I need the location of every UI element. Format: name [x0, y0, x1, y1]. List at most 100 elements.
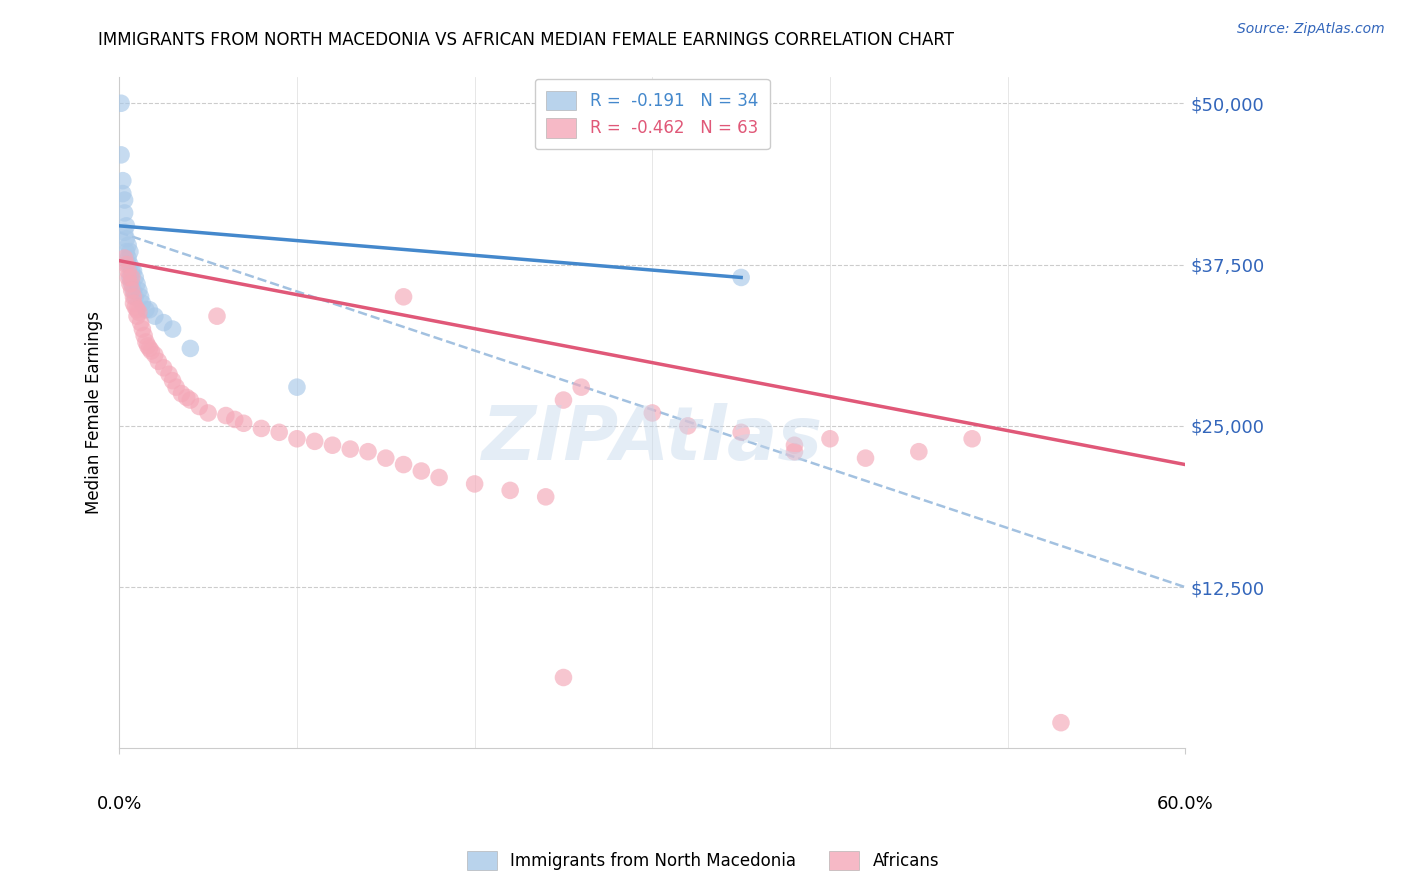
Point	[427, 470, 450, 484]
Point	[122, 296, 145, 310]
Point	[783, 444, 806, 458]
Point	[122, 264, 145, 278]
Point	[114, 193, 136, 207]
Point	[232, 417, 254, 431]
Point	[215, 409, 238, 423]
Point	[117, 258, 139, 272]
Point	[569, 380, 592, 394]
Point	[179, 392, 201, 407]
Point	[115, 219, 138, 233]
Point	[152, 316, 174, 330]
Point	[135, 334, 157, 349]
Point	[121, 277, 143, 291]
Point	[339, 442, 361, 456]
Point	[392, 458, 415, 472]
Point	[115, 258, 138, 272]
Point	[114, 225, 136, 239]
Point	[128, 284, 150, 298]
Point	[285, 432, 308, 446]
Point	[117, 238, 139, 252]
Point	[141, 344, 163, 359]
Point	[553, 671, 575, 685]
Point	[117, 251, 139, 265]
Point	[1050, 715, 1073, 730]
Point	[534, 490, 557, 504]
Point	[197, 406, 219, 420]
Point	[148, 354, 170, 368]
Point	[121, 284, 143, 298]
Point	[117, 264, 139, 278]
Point	[170, 386, 193, 401]
Point	[110, 148, 132, 162]
Point	[115, 232, 138, 246]
Text: IMMIGRANTS FROM NORTH MACEDONIA VS AFRICAN MEDIAN FEMALE EARNINGS CORRELATION CH: IMMIGRANTS FROM NORTH MACEDONIA VS AFRIC…	[98, 31, 955, 49]
Point	[118, 258, 141, 272]
Legend: R =  -0.191   N = 34, R =  -0.462   N = 63: R = -0.191 N = 34, R = -0.462 N = 63	[534, 79, 770, 149]
Point	[676, 418, 699, 433]
Point	[111, 186, 134, 201]
Point	[162, 374, 184, 388]
Point	[188, 400, 211, 414]
Point	[131, 322, 153, 336]
Point	[250, 421, 273, 435]
Point	[143, 348, 166, 362]
Point	[499, 483, 522, 498]
Point	[117, 270, 139, 285]
Point	[157, 368, 180, 382]
Point	[134, 328, 156, 343]
Point	[165, 380, 187, 394]
Point	[118, 244, 141, 259]
Point	[121, 270, 143, 285]
Point	[357, 444, 380, 458]
Point	[179, 342, 201, 356]
Point	[374, 451, 396, 466]
Point	[136, 339, 159, 353]
Point	[143, 309, 166, 323]
Point	[118, 270, 141, 285]
Point	[125, 302, 148, 317]
Point	[110, 96, 132, 111]
Point	[124, 270, 146, 285]
Point	[269, 425, 291, 440]
Point	[114, 251, 136, 265]
Point	[129, 290, 152, 304]
Point	[176, 391, 198, 405]
Point	[121, 264, 143, 278]
Point	[111, 174, 134, 188]
Point	[464, 477, 486, 491]
Point	[118, 277, 141, 291]
Point	[205, 309, 228, 323]
Point	[125, 309, 148, 323]
Point	[783, 438, 806, 452]
Point	[304, 434, 326, 449]
Point	[411, 464, 433, 478]
Text: 60.0%: 60.0%	[1157, 796, 1213, 814]
Point	[128, 305, 150, 319]
Y-axis label: Median Female Earnings: Median Female Earnings	[86, 311, 103, 515]
Point	[730, 270, 752, 285]
Point	[138, 342, 160, 356]
Point	[114, 206, 136, 220]
Point	[115, 244, 138, 259]
Point	[553, 392, 575, 407]
Text: ZIPAtlas: ZIPAtlas	[482, 403, 823, 476]
Point	[730, 425, 752, 440]
Point	[321, 438, 343, 452]
Point	[124, 290, 146, 304]
Point	[129, 316, 152, 330]
Point	[124, 300, 146, 314]
Text: Source: ZipAtlas.com: Source: ZipAtlas.com	[1237, 22, 1385, 37]
Point	[224, 412, 246, 426]
Point	[818, 432, 841, 446]
Point	[162, 322, 184, 336]
Point	[122, 290, 145, 304]
Legend: Immigrants from North Macedonia, Africans: Immigrants from North Macedonia, African…	[460, 844, 946, 877]
Point	[152, 360, 174, 375]
Point	[908, 444, 931, 458]
Point	[122, 284, 145, 298]
Point	[131, 296, 153, 310]
Point	[641, 406, 664, 420]
Point	[138, 302, 160, 317]
Point	[285, 380, 308, 394]
Point	[125, 277, 148, 291]
